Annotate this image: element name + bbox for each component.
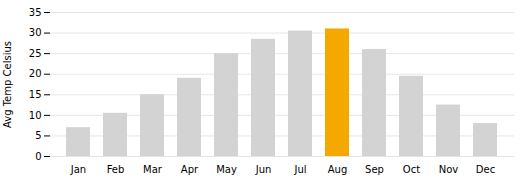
svg-text:Jul: Jul — [293, 164, 306, 175]
svg-text:May: May — [216, 164, 237, 175]
svg-text:Apr: Apr — [181, 164, 199, 175]
svg-text:25: 25 — [29, 48, 42, 59]
svg-text:Nov: Nov — [439, 164, 459, 175]
svg-text:5: 5 — [35, 130, 41, 141]
svg-text:35: 35 — [29, 7, 42, 18]
svg-text:Mar: Mar — [143, 164, 163, 175]
svg-text:Jan: Jan — [70, 164, 86, 175]
svg-text:30: 30 — [29, 27, 42, 38]
svg-text:Sep: Sep — [365, 164, 384, 175]
svg-text:0: 0 — [35, 151, 41, 162]
svg-text:20: 20 — [29, 68, 42, 79]
svg-text:Feb: Feb — [107, 164, 125, 175]
svg-text:10: 10 — [29, 110, 42, 121]
svg-text:15: 15 — [29, 89, 42, 100]
svg-text:Oct: Oct — [403, 164, 420, 175]
svg-text:Jun: Jun — [255, 164, 272, 175]
svg-text:Avg Temp Celsius: Avg Temp Celsius — [2, 41, 13, 128]
svg-text:Aug: Aug — [328, 164, 348, 175]
svg-text:Dec: Dec — [476, 164, 495, 175]
